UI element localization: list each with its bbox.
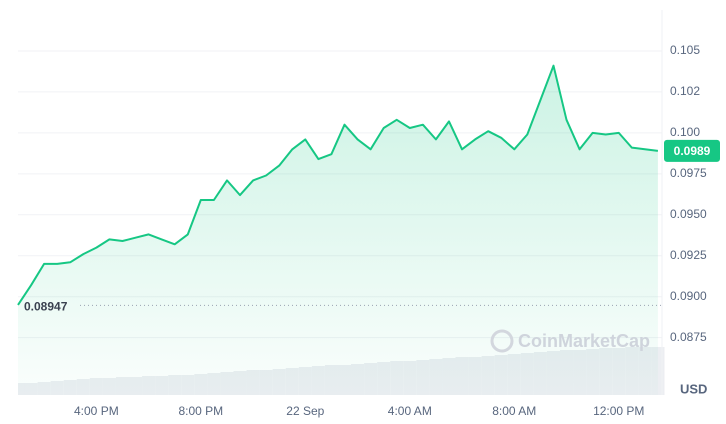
y-tick-label: 0.0900: [670, 289, 707, 303]
open-label: 0.08947: [24, 300, 68, 314]
y-tick-label: 0.105: [670, 43, 700, 57]
price-tag-label: 0.0989: [674, 144, 711, 158]
x-tick-label: 8:00 PM: [178, 404, 223, 418]
watermark-logo: [490, 329, 514, 353]
plot-layer: [18, 50, 665, 395]
x-tick-label: 4:00 AM: [388, 404, 432, 418]
y-tick-label: 0.102: [670, 84, 700, 98]
price-tag: [664, 139, 720, 162]
x-tick-label: 8:00 AM: [492, 404, 536, 418]
y-tick-label: 0.100: [670, 125, 700, 139]
x-tick-label: 22 Sep: [286, 404, 324, 418]
y-tick-label: 0.0975: [670, 166, 707, 180]
price-area: [18, 65, 658, 395]
currency-label: USD: [680, 381, 707, 396]
x-tick-label: 4:00 PM: [74, 404, 119, 418]
y-tick-label: 0.0925: [670, 248, 707, 262]
y-tick-label: 0.0875: [670, 330, 707, 344]
x-tick-label: 12:00 PM: [593, 404, 644, 418]
y-tick-label: 0.0950: [670, 207, 707, 221]
price-line: [17, 64, 659, 306]
watermark: CoinMarketCap: [518, 331, 650, 351]
